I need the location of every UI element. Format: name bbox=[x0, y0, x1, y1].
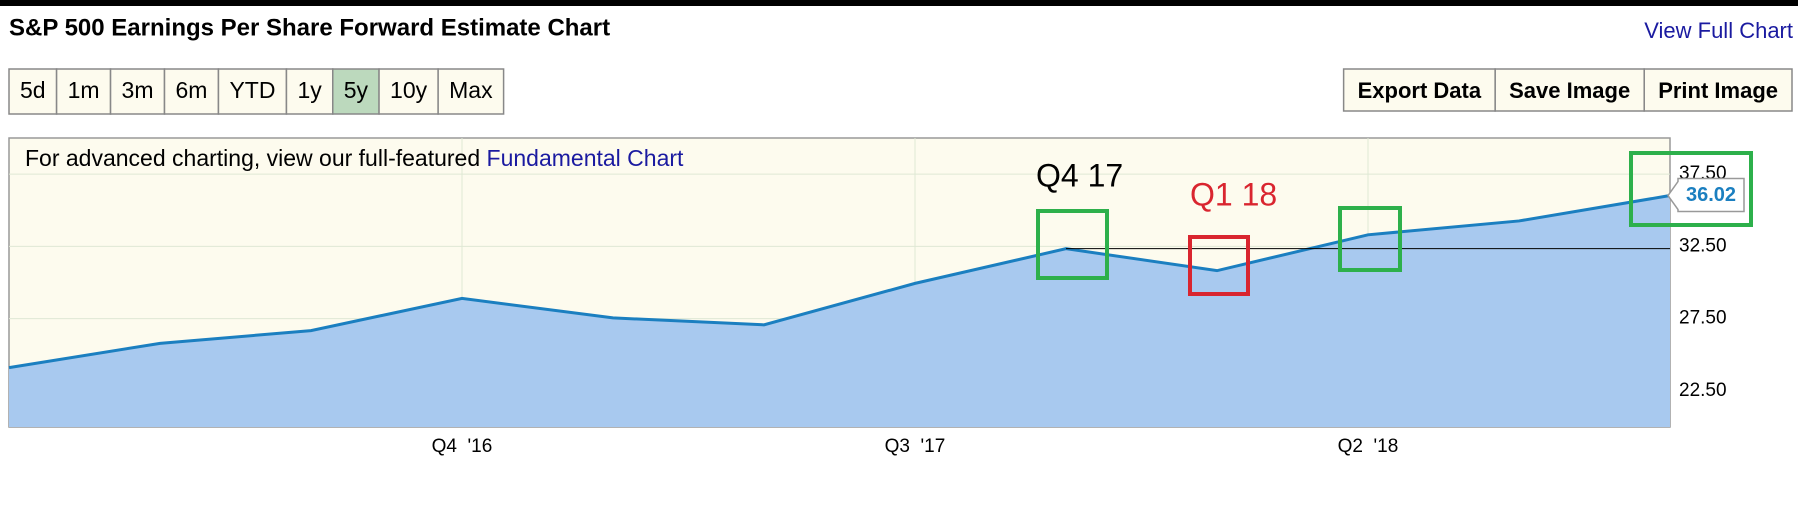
button-bg bbox=[217, 68, 288, 115]
action-button[interactable]: Save Image bbox=[1494, 68, 1645, 112]
value-callout bbox=[1667, 177, 1745, 213]
y-tick-label: 32.50 bbox=[1679, 235, 1727, 256]
button-bg bbox=[1643, 68, 1793, 112]
button-bg bbox=[1494, 68, 1645, 112]
range-button[interactable]: 5d bbox=[8, 68, 58, 115]
button-label: 10y bbox=[390, 77, 428, 103]
x-tick-label: Q3 '17 bbox=[885, 436, 946, 457]
button-bg bbox=[437, 68, 505, 115]
button-label: Print Image bbox=[1658, 78, 1778, 103]
button-bg bbox=[55, 68, 112, 115]
range-button[interactable]: YTD bbox=[217, 68, 288, 115]
button-label: 1y bbox=[297, 77, 322, 103]
button-label: 6m bbox=[176, 77, 208, 103]
x-tick-label: Q4 '16 bbox=[432, 436, 493, 457]
button-bg bbox=[109, 68, 166, 115]
action-button[interactable]: Print Image bbox=[1643, 68, 1793, 112]
notice-text: For advanced charting, view our full-fea… bbox=[25, 145, 487, 171]
button-label: Save Image bbox=[1509, 78, 1630, 103]
plot bbox=[8, 138, 1671, 427]
action-button[interactable]: Export Data bbox=[1342, 68, 1496, 112]
range-button[interactable]: 1y bbox=[285, 68, 334, 115]
button-label: 3m bbox=[122, 77, 154, 103]
button-label: Export Data bbox=[1358, 78, 1482, 103]
button-label: 5d bbox=[20, 77, 46, 103]
top-bar bbox=[0, 0, 1798, 6]
range-button[interactable]: 5y bbox=[332, 68, 380, 115]
area bbox=[9, 195, 1670, 427]
notice: For advanced charting, view our full-fea… bbox=[25, 145, 684, 171]
highlight-box bbox=[1629, 151, 1753, 227]
range-button[interactable]: 1m bbox=[55, 68, 112, 115]
button-bg bbox=[8, 68, 58, 115]
range-button[interactable]: Max bbox=[437, 68, 505, 115]
button-label: 5y bbox=[344, 77, 369, 103]
y-tick-label: 27.50 bbox=[1679, 308, 1727, 329]
highlight-box bbox=[1188, 235, 1250, 296]
fundamental-chart-link[interactable]: Fundamental Chart bbox=[487, 145, 684, 171]
highlight-box bbox=[1338, 206, 1402, 272]
line bbox=[8, 194, 1671, 370]
annotation: Q4 17 bbox=[1036, 157, 1123, 193]
button-bg bbox=[332, 68, 380, 115]
range-button[interactable]: 10y bbox=[378, 68, 439, 115]
range-button[interactable]: 6m bbox=[163, 68, 220, 115]
button-bg bbox=[378, 68, 439, 115]
y-tick-label: 22.50 bbox=[1679, 380, 1727, 401]
view-full-chart[interactable]: View Full Chart bbox=[1644, 18, 1793, 43]
last-value-label: 36.02 bbox=[1686, 184, 1736, 206]
page-title: S&P 500 Earnings Per Share Forward Estim… bbox=[9, 14, 610, 41]
range-button[interactable]: 3m bbox=[109, 68, 166, 115]
range-buttons: 5d 1m 3m 6m YTD 1y 5y 10y Max bbox=[8, 68, 505, 115]
button-label: 1m bbox=[68, 77, 100, 103]
button-label: Max bbox=[449, 77, 493, 103]
highlight-box bbox=[1036, 209, 1109, 280]
button-label: YTD bbox=[229, 77, 275, 103]
x-tick-label: Q2 '18 bbox=[1338, 436, 1399, 457]
button-bg bbox=[1342, 68, 1496, 112]
button-bg bbox=[285, 68, 334, 115]
annotation: Q1 18 bbox=[1190, 176, 1277, 212]
action-buttons: Print Image Save Image Export Data bbox=[1342, 68, 1793, 112]
